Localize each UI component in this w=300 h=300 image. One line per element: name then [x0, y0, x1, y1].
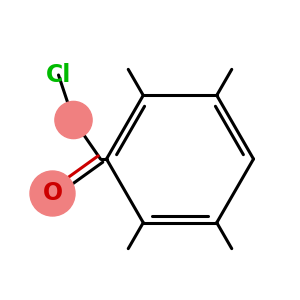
- Circle shape: [30, 171, 75, 216]
- Circle shape: [55, 101, 92, 139]
- Text: O: O: [42, 182, 63, 206]
- Text: Cl: Cl: [46, 63, 71, 87]
